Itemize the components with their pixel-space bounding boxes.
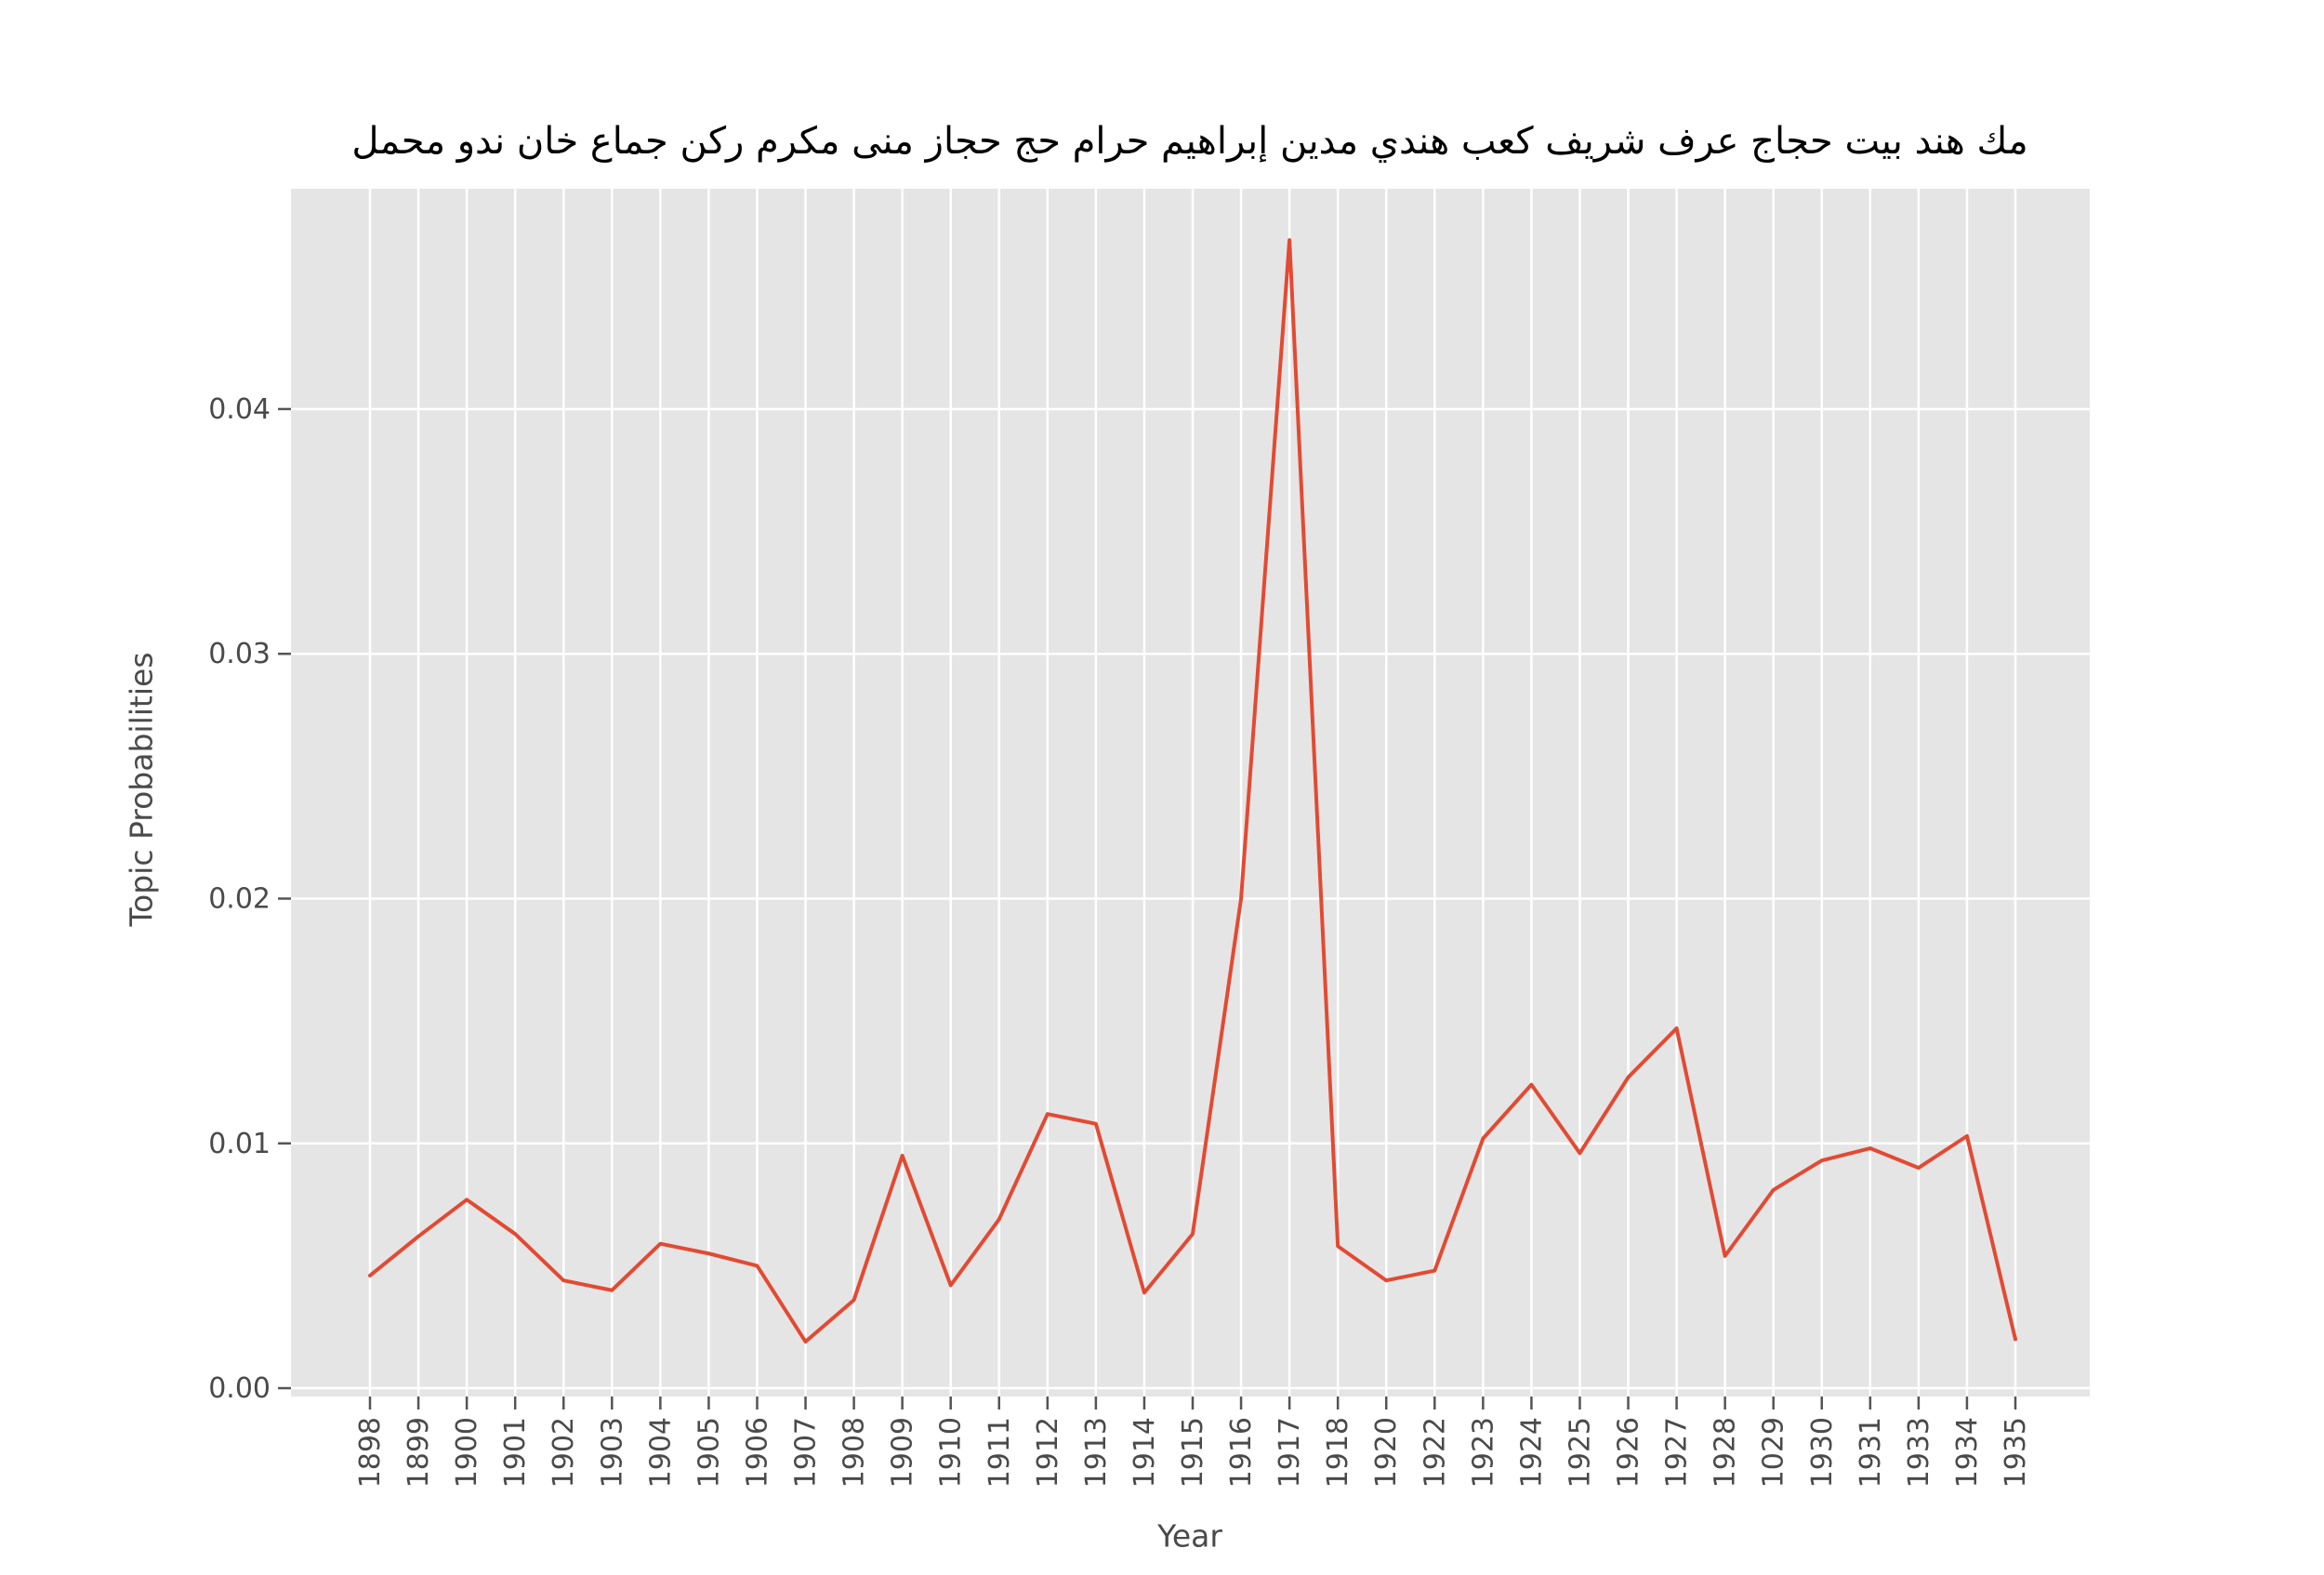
x-tick-label: 1904 <box>644 1417 677 1488</box>
x-axis-label: Year <box>1157 1517 1222 1555</box>
y-tick-label: 0.03 <box>208 638 271 670</box>
x-tick-label: 1927 <box>1661 1417 1694 1488</box>
x-tick-label: 1926 <box>1613 1417 1645 1488</box>
x-tick-label: 1898 <box>354 1417 387 1488</box>
x-tick-label: 1922 <box>1419 1417 1451 1488</box>
x-tick-label: 1930 <box>1806 1417 1839 1488</box>
x-tick-label: 1928 <box>1710 1417 1742 1488</box>
x-tick-label: 1935 <box>2000 1417 2032 1488</box>
x-tick-label: 1917 <box>1274 1417 1306 1488</box>
x-tick-label: 1029 <box>1758 1417 1790 1488</box>
x-tick-label: 1911 <box>984 1417 1016 1488</box>
x-tick-label: 1900 <box>451 1417 483 1488</box>
x-tick-label: 1918 <box>1322 1417 1354 1488</box>
x-tick-label: 1910 <box>935 1417 968 1488</box>
x-tick-label: 1914 <box>1129 1417 1161 1488</box>
plot-area <box>291 189 2090 1396</box>
x-tick-label: 1907 <box>790 1417 823 1488</box>
x-tick-label: 1902 <box>548 1417 580 1488</box>
x-tick-label: 1909 <box>887 1417 919 1488</box>
x-tick-label: 1924 <box>1515 1417 1548 1488</box>
x-tick-label: 1912 <box>1032 1417 1064 1488</box>
x-tick-label: 1934 <box>1951 1417 1984 1488</box>
x-tick-label: 1913 <box>1080 1417 1113 1488</box>
y-axis-label: Topic Probabilities <box>123 652 160 927</box>
chart-title: مك هند بيت حجاج عرف شريف كعب هندي مدين إ… <box>351 120 2028 163</box>
series-line <box>368 238 2017 1344</box>
y-tick-label: 0.04 <box>208 393 271 426</box>
x-tick-label: 1920 <box>1370 1417 1403 1488</box>
x-tick-label: 1915 <box>1177 1417 1209 1488</box>
x-tick-label: 1899 <box>403 1417 435 1488</box>
x-tick-label: 1916 <box>1225 1417 1258 1488</box>
x-tick-label: 1925 <box>1564 1417 1596 1488</box>
x-tick-label: 1908 <box>838 1417 871 1488</box>
x-tick-label: 1903 <box>596 1417 628 1488</box>
x-tick-label: 1923 <box>1467 1417 1499 1488</box>
y-tick-label: 0.00 <box>208 1372 271 1405</box>
y-tick-label: 0.01 <box>208 1128 271 1160</box>
x-tick-label: 1906 <box>741 1417 773 1488</box>
x-tick-label: 1905 <box>693 1417 725 1488</box>
x-tick-label: 1931 <box>1855 1417 1887 1488</box>
x-tick-label: 1901 <box>499 1417 532 1488</box>
x-tick-label: 1933 <box>1903 1417 1935 1488</box>
y-tick-label: 0.02 <box>208 882 271 915</box>
